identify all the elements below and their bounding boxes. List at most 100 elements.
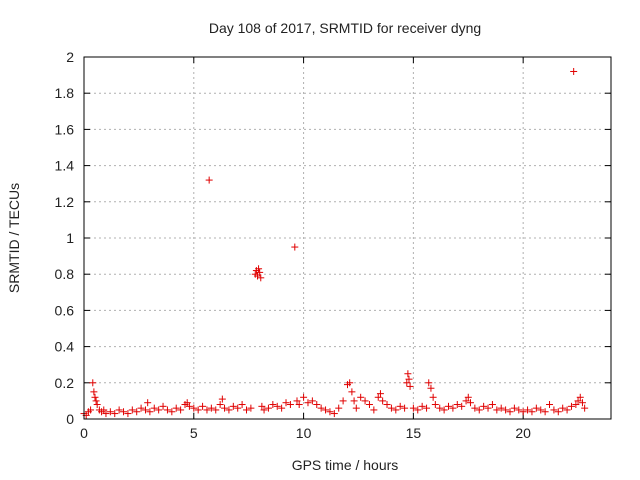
y-tick-label: 0.8 [55, 266, 75, 282]
y-tick-label: 1.4 [55, 158, 75, 174]
data-point [335, 404, 343, 412]
data-point [120, 408, 128, 416]
data-point [90, 388, 98, 396]
y-tick-label: 1.6 [55, 121, 75, 137]
data-point [572, 401, 580, 409]
data-point [93, 401, 101, 409]
data-point [423, 404, 431, 412]
data-point [436, 404, 444, 412]
data-point [330, 410, 338, 418]
data-point [392, 406, 400, 414]
data-point [257, 274, 265, 282]
data-point [293, 397, 301, 405]
data-point [137, 404, 145, 412]
data-point [155, 406, 163, 414]
data-point [550, 406, 558, 414]
data-point [458, 402, 466, 410]
data-point [92, 397, 100, 405]
data-point [295, 401, 303, 409]
data-point [414, 406, 422, 414]
axis-ticks: 00.20.40.60.811.21.41.61.820 5 10 15 20 [55, 49, 611, 441]
data-point [144, 399, 152, 407]
data-point [183, 399, 191, 407]
data-point [554, 408, 562, 416]
data-point [519, 408, 527, 416]
data-point [383, 401, 391, 409]
data-point [282, 399, 290, 407]
data-point [576, 393, 584, 401]
data-point [216, 401, 224, 409]
data-points [80, 67, 589, 419]
x-tick-label: 20 [515, 425, 531, 441]
data-point [229, 402, 237, 410]
data-point [357, 393, 365, 401]
data-point [418, 402, 426, 410]
data-point [247, 404, 255, 412]
data-point [493, 406, 501, 414]
data-point [286, 401, 294, 409]
data-point [510, 404, 518, 412]
data-point [238, 401, 246, 409]
data-point [185, 402, 193, 410]
data-point [322, 406, 330, 414]
data-point [253, 272, 261, 280]
data-point [532, 404, 540, 412]
data-point [528, 408, 536, 416]
data-point [212, 406, 220, 414]
data-point [506, 408, 514, 416]
data-point [304, 399, 312, 407]
data-point [225, 406, 233, 414]
data-point [515, 406, 523, 414]
data-point [425, 379, 433, 387]
data-point [352, 404, 360, 412]
data-point [313, 401, 321, 409]
data-point [258, 402, 266, 410]
x-tick-label: 15 [406, 425, 422, 441]
data-point [242, 406, 250, 414]
data-point [194, 406, 202, 414]
data-point [370, 406, 378, 414]
data-point [264, 404, 272, 412]
data-point [541, 408, 549, 416]
data-point [429, 393, 437, 401]
data-point [401, 404, 409, 412]
data-point [431, 401, 439, 409]
data-point [453, 401, 461, 409]
data-point [405, 375, 413, 383]
data-point [308, 397, 316, 405]
data-point [339, 397, 347, 405]
data-point [190, 404, 198, 412]
data-point [403, 379, 411, 387]
grid-lines [84, 57, 611, 419]
data-point [234, 404, 242, 412]
data-point [177, 406, 185, 414]
data-point [348, 388, 356, 396]
data-point [488, 401, 496, 409]
data-point [255, 265, 263, 273]
data-point [546, 401, 554, 409]
data-point [159, 402, 167, 410]
data-point [128, 406, 136, 414]
data-point [89, 379, 97, 387]
data-point [273, 402, 281, 410]
data-point [567, 402, 575, 410]
x-tick-label: 0 [80, 425, 88, 441]
data-point [396, 402, 404, 410]
data-point [404, 370, 412, 378]
data-point [260, 406, 268, 414]
data-point [387, 404, 395, 412]
y-tick-label: 2 [66, 49, 74, 65]
data-point [87, 406, 95, 414]
data-point [205, 176, 213, 184]
data-point [146, 408, 154, 416]
data-point [559, 404, 567, 412]
data-point [440, 406, 448, 414]
data-point [445, 402, 453, 410]
data-point [172, 404, 180, 412]
y-tick-label: 0.6 [55, 302, 75, 318]
data-point [574, 397, 582, 405]
y-axis-label: SRMTID / TECUs [6, 183, 22, 293]
data-point [291, 243, 299, 251]
data-point [91, 393, 99, 401]
